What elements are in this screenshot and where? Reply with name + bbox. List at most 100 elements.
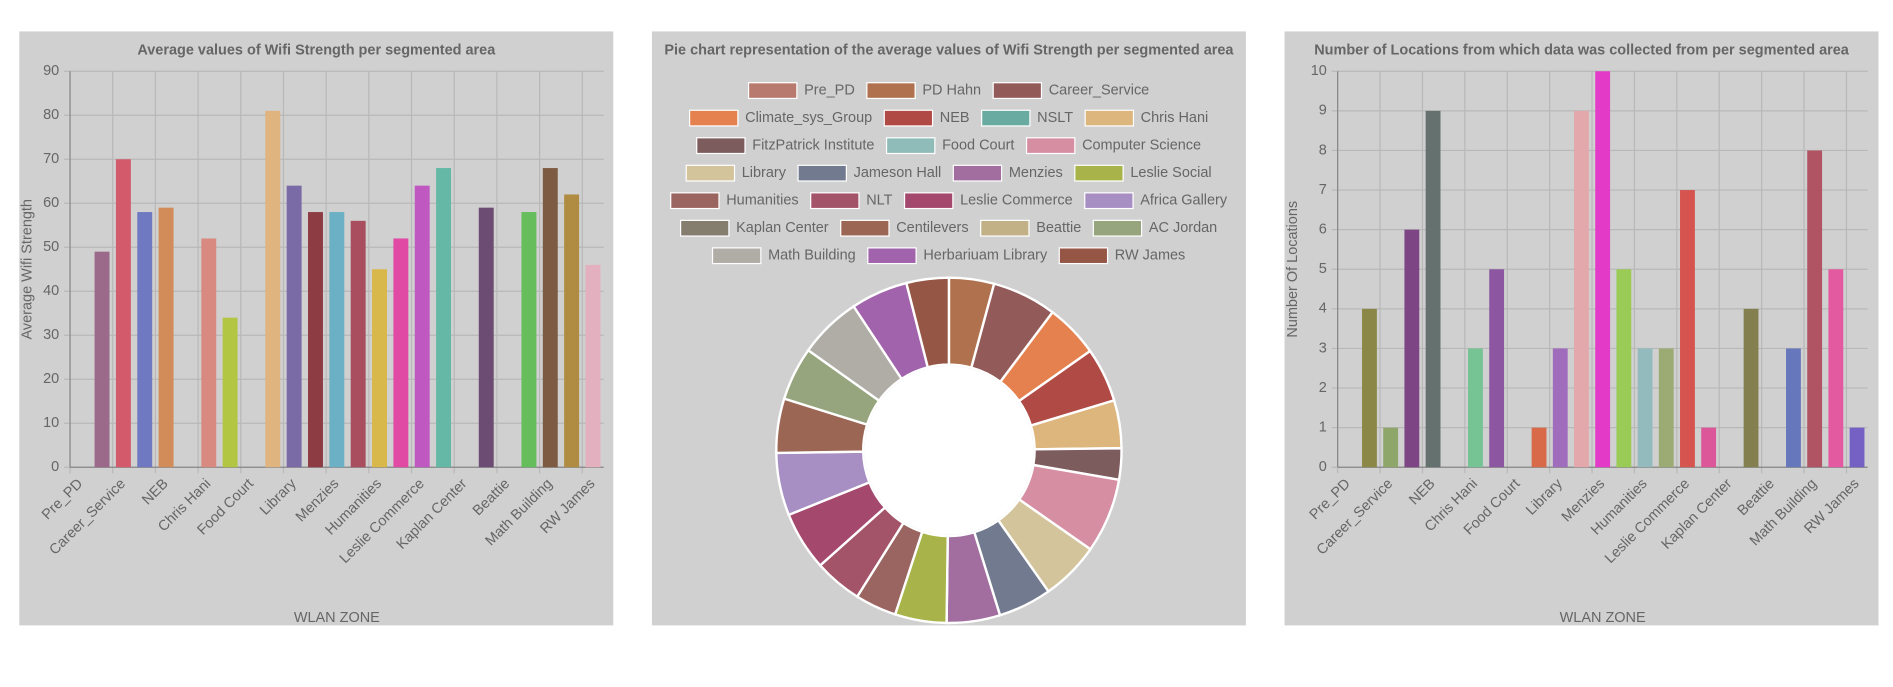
y-tick-label: 4 <box>1319 301 1327 317</box>
bar <box>1468 348 1483 468</box>
legend-item: Menzies <box>952 164 1063 182</box>
legend-swatch <box>688 109 739 127</box>
legend-swatch <box>952 164 1003 182</box>
legend-label: Jameson Hall <box>854 165 942 181</box>
legend-swatch <box>1092 219 1143 237</box>
pie-slice <box>904 276 951 369</box>
x-axis-label: WLAN ZONE <box>294 610 380 626</box>
legend-label: Computer Science <box>1082 137 1201 153</box>
legend-label: Kaplan Center <box>736 220 829 236</box>
legend-label: Food Court <box>942 137 1014 153</box>
legend-swatch <box>810 192 860 210</box>
y-tick-label: 2 <box>1319 380 1327 396</box>
bar <box>1552 348 1568 468</box>
legend-label: Chris Hani <box>1141 110 1209 126</box>
legend-item: AC Jordan <box>1092 219 1217 237</box>
bar <box>115 159 131 468</box>
legend-item: NSLT <box>981 109 1073 127</box>
y-tick-label: 50 <box>43 239 59 255</box>
legend-label: Library <box>742 165 787 181</box>
legend-item: Career_Service <box>992 82 1150 100</box>
y-tick-label: 80 <box>43 107 59 123</box>
bar <box>1362 308 1377 468</box>
legend-item: NEB <box>883 109 970 127</box>
y-tick-label: 8 <box>1319 142 1327 158</box>
legend-swatch <box>1074 164 1124 182</box>
legend-swatch <box>992 82 1043 100</box>
bar <box>393 238 409 468</box>
y-tick-label: 20 <box>43 371 59 387</box>
legend-swatch <box>1025 137 1076 155</box>
y-tick-label: 3 <box>1319 340 1327 356</box>
legend-swatch <box>980 219 1030 237</box>
bar <box>1574 110 1589 468</box>
chart-title: Pie chart representation of the average … <box>664 43 1234 59</box>
bar <box>521 212 537 468</box>
legend-label: Career_Service <box>1049 82 1150 98</box>
y-axis-label: Average Wifi Strength <box>20 199 36 339</box>
legend-item: Herbariuam Library <box>867 247 1048 265</box>
legend-item: Math Building <box>711 247 856 265</box>
legend-label: Centilevers <box>896 220 968 236</box>
bar <box>1786 348 1801 468</box>
legend-item: Humanities <box>670 192 799 210</box>
bar <box>329 212 345 468</box>
legend-swatch <box>866 82 916 100</box>
chart-title: Average values of Wifi Strength per segm… <box>137 43 496 59</box>
bar <box>1828 269 1844 468</box>
legend-label: Beattie <box>1036 220 1081 236</box>
legend-item: Leslie Commerce <box>903 192 1073 210</box>
bar <box>222 317 238 468</box>
legend-item: RW James <box>1058 247 1185 265</box>
legend-item: Climate_sys_Group <box>688 109 872 127</box>
bar <box>286 185 302 468</box>
bar <box>1743 308 1759 468</box>
y-tick-label: 30 <box>43 327 59 343</box>
legend-item: Pre_PD <box>747 82 855 100</box>
bar <box>372 269 387 468</box>
bar <box>564 194 580 468</box>
y-tick-label: 10 <box>1311 63 1327 79</box>
legend-swatch <box>685 164 736 182</box>
bar <box>1425 110 1441 468</box>
legend-swatch <box>903 192 954 210</box>
legend-label: RW James <box>1115 248 1185 264</box>
bar <box>137 212 153 468</box>
chart-title: Number of Locations from which data was … <box>1314 43 1850 59</box>
legend-swatch <box>840 219 890 237</box>
y-tick-label: 5 <box>1319 261 1327 277</box>
legend-swatch <box>885 137 936 155</box>
legend-label: Leslie Commerce <box>960 193 1073 209</box>
bar <box>585 264 601 468</box>
legend-item: Library <box>685 164 787 182</box>
legend-label: Climate_sys_Group <box>745 110 872 126</box>
legend-item: Jameson Hall <box>797 164 942 182</box>
y-tick-label: 60 <box>43 195 59 211</box>
legend-label: AC Jordan <box>1149 220 1217 236</box>
bar <box>1404 229 1420 468</box>
y-tick-label: 70 <box>43 151 59 167</box>
legend-item: Computer Science <box>1025 137 1201 155</box>
bar <box>436 168 452 468</box>
bar <box>308 212 323 468</box>
legend-item: Leslie Social <box>1074 164 1212 182</box>
bar <box>1595 71 1611 468</box>
legend-item: Centilevers <box>840 219 969 237</box>
legend-swatch <box>670 192 720 210</box>
legend-label: Leslie Social <box>1130 165 1211 181</box>
bar <box>478 207 494 468</box>
bar <box>94 251 110 468</box>
legend-label: Menzies <box>1009 165 1063 181</box>
y-tick-label: 10 <box>43 415 59 431</box>
legend-item: Beattie <box>980 219 1081 237</box>
legend-swatch <box>797 164 847 182</box>
legend-item: PD Hahn <box>866 82 981 100</box>
bar <box>1807 150 1823 468</box>
bar <box>350 220 366 468</box>
legend-swatch <box>1084 109 1135 127</box>
legend-swatch <box>981 109 1031 127</box>
legend-swatch <box>696 137 746 155</box>
legend-item: Chris Hani <box>1084 109 1209 127</box>
legend-label: Herbariuam Library <box>923 248 1048 264</box>
legend-label: Pre_PD <box>804 82 855 98</box>
